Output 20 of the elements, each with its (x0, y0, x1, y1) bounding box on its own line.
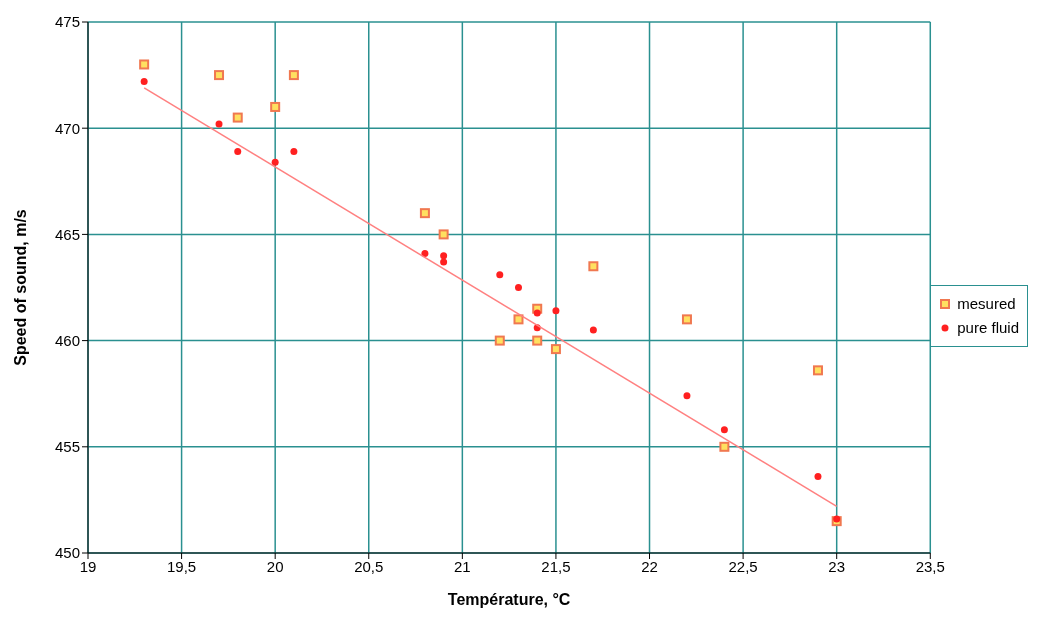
x-tick-label: 20 (266, 557, 284, 575)
y-tick-label: 475 (54, 13, 80, 31)
x-tick-label: 19,5 (166, 557, 197, 575)
x-tick-label: 21,5 (541, 557, 571, 575)
legend-label: pure fluid (957, 317, 1019, 338)
x-tick-label: 19 (79, 557, 97, 575)
y-tick-label: 450 (54, 544, 80, 562)
x-tick-label: 23,5 (915, 557, 945, 575)
y-axis-title: Speed of sound, m/s (11, 209, 29, 366)
y-tick-label: 465 (54, 225, 80, 243)
x-tick-label: 21 (454, 557, 471, 575)
x-tick-label: 20,5 (354, 557, 384, 575)
x-tick-label: 22 (641, 557, 658, 575)
legend-label: mesured (957, 293, 1016, 314)
x-tick-label: 22,5 (728, 557, 758, 575)
y-tick-label: 455 (54, 438, 80, 456)
y-tick-label: 460 (54, 331, 80, 349)
x-axis-title: Température, °C (447, 591, 571, 608)
y-tick-label: 470 (54, 119, 80, 137)
x-tick-label: 23 (828, 557, 846, 575)
